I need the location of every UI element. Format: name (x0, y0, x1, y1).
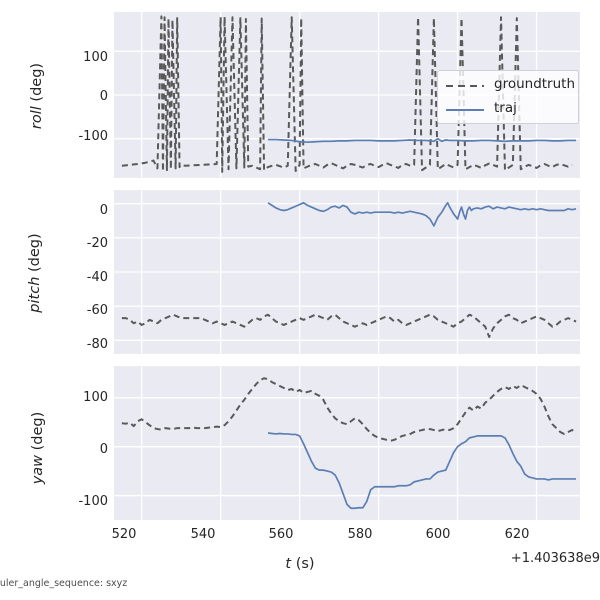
pitch-chart (114, 190, 580, 354)
pitch-axis-label-unit: (deg) (27, 233, 43, 272)
pitch-plot-panel (114, 190, 580, 354)
roll-ytick-0: 0 (99, 89, 108, 104)
legend-row-traj: traj (438, 97, 578, 123)
yaw-ytick-100: 100 (83, 390, 108, 405)
yaw-axis-label-unit: (deg) (30, 411, 46, 451)
xtick-560: 560 (268, 527, 294, 542)
yaw-ytick-neg100: -100 (78, 494, 108, 509)
xtick-520: 520 (111, 527, 137, 542)
x-axis-label-symbol: t (285, 556, 292, 572)
x-axis-label: t (s) (0, 556, 600, 572)
xtick-580: 580 (347, 527, 373, 542)
figure-caption: euler_angle_sequence: sxyz (0, 578, 128, 589)
yaw-plot-panel (114, 366, 580, 520)
yaw-chart (114, 366, 580, 520)
pitch-axis-label-symbol: pitch (27, 276, 43, 313)
pitch-chart-series-traj (267, 201, 577, 227)
x-axis-offset-text: +1.403638e9 (510, 551, 600, 566)
gridlines (114, 190, 580, 354)
pitch-ytick-0: 0 (99, 203, 108, 218)
roll-chart (114, 12, 580, 178)
yaw-axis-label-symbol: yaw (30, 454, 46, 485)
yaw-chart-series-groundtruth (121, 377, 577, 442)
roll-axis-label: roll (deg) (29, 36, 45, 156)
groundtruth-line-swatch-icon (446, 85, 484, 88)
gridlines (114, 366, 580, 520)
roll-axis-label-unit: (deg) (29, 62, 45, 102)
pitch-ytick-neg80: -80 (86, 337, 108, 352)
legend-label-traj: traj (494, 100, 517, 116)
roll-chart-series-groundtruth (121, 15, 573, 173)
xtick-600: 600 (425, 527, 451, 542)
yaw-ytick-0: 0 (99, 442, 108, 457)
roll-ytick-neg100: -100 (78, 129, 108, 144)
legend-row-groundtruth: groundtruth (438, 73, 578, 99)
pitch-axis-label: pitch (deg) (27, 208, 43, 338)
pitch-ytick-neg60: -60 (86, 303, 108, 318)
x-axis-label-unit: (s) (295, 556, 315, 572)
pitch-chart-series-groundtruth (121, 313, 577, 338)
roll-chart-series-traj (268, 137, 577, 144)
roll-axis-label-symbol: roll (29, 106, 45, 130)
xtick-620: 620 (504, 527, 530, 542)
legend: groundtruth traj (437, 70, 579, 124)
roll-ytick-100: 100 (83, 50, 108, 65)
legend-label-groundtruth: groundtruth (494, 76, 576, 92)
xtick-540: 540 (190, 527, 216, 542)
pitch-ytick-neg40: -40 (86, 270, 108, 285)
traj-line-swatch-icon (446, 109, 484, 112)
pitch-ytick-neg20: -20 (86, 236, 108, 251)
yaw-chart-series-traj (267, 432, 577, 510)
yaw-axis-label: yaw (deg) (30, 388, 46, 508)
